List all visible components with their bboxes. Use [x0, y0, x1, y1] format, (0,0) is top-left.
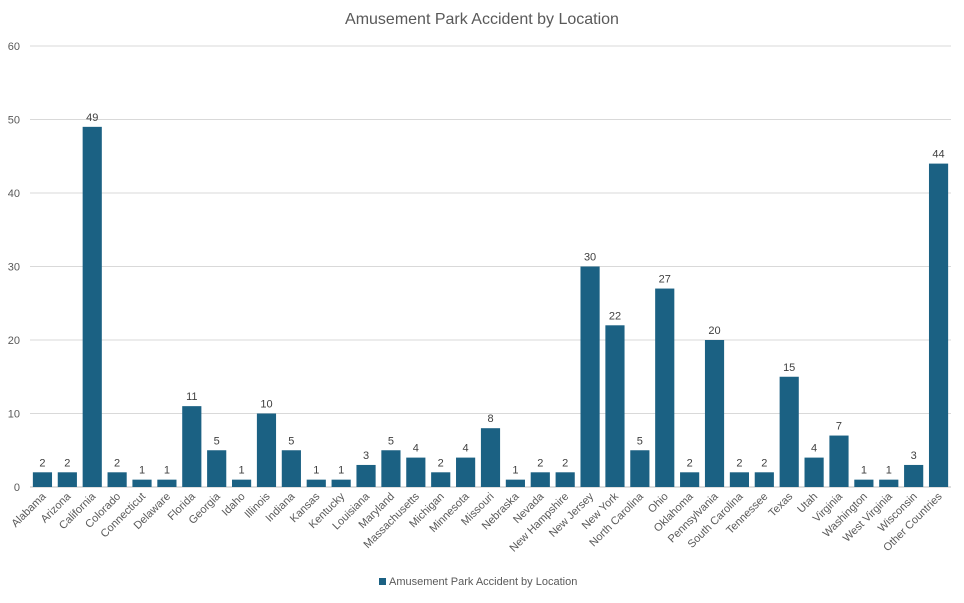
bar: [182, 406, 202, 487]
bar: [207, 450, 227, 487]
bar: [804, 457, 824, 487]
data-label: 2: [687, 457, 693, 469]
bar: [505, 479, 525, 487]
data-label: 1: [313, 465, 319, 477]
bar: [555, 472, 575, 487]
data-label: 1: [886, 465, 892, 477]
bar: [231, 479, 252, 487]
bar: [480, 428, 501, 487]
data-label: 11: [186, 391, 197, 403]
bar: [605, 325, 625, 487]
data-label: 2: [64, 457, 70, 469]
data-label: 2: [761, 457, 767, 469]
x-tick-label: Texas: [767, 490, 796, 519]
bar: [680, 472, 700, 487]
data-label: 22: [609, 310, 621, 322]
bar: [406, 457, 426, 487]
bar: [655, 288, 675, 487]
data-label: 2: [438, 457, 444, 469]
bar: [754, 472, 774, 487]
x-axis-ticks: AlabamaArizonaCaliforniaColoradoConnecti…: [9, 490, 945, 554]
data-label: 44: [932, 149, 944, 161]
data-label: 7: [836, 421, 842, 433]
data-label: 4: [811, 443, 817, 455]
y-tick-label: 10: [8, 409, 20, 421]
data-label: 1: [512, 465, 518, 477]
data-label: 5: [288, 435, 294, 447]
data-label: 4: [463, 443, 469, 455]
data-label: 3: [911, 450, 917, 462]
y-tick-label: 0: [14, 482, 20, 494]
bar: [281, 450, 301, 487]
bar: [256, 413, 277, 487]
data-label: 8: [487, 413, 493, 425]
data-label: 3: [363, 450, 369, 462]
bar: [356, 464, 376, 487]
bar: [431, 472, 451, 487]
data-label: 5: [214, 435, 220, 447]
bar: [729, 472, 750, 487]
data-label: 2: [114, 457, 120, 469]
bar: [530, 472, 550, 487]
bar: [456, 457, 476, 487]
bar: [904, 464, 924, 487]
data-label: 5: [637, 435, 643, 447]
data-label: 20: [708, 325, 720, 337]
data-label: 4: [413, 443, 419, 455]
bars: [32, 126, 949, 487]
data-label: 10: [260, 399, 272, 411]
x-tick-label: Alabama: [9, 490, 49, 530]
data-label: 5: [388, 435, 394, 447]
bar: [704, 340, 725, 487]
bar: [630, 450, 650, 487]
bar: [779, 376, 799, 487]
data-label: 15: [783, 362, 795, 374]
data-label: 1: [338, 465, 344, 477]
bar: [381, 450, 401, 487]
chart-title: Amusement Park Accident by Location: [345, 11, 619, 28]
data-label: 27: [659, 274, 671, 286]
bar: [854, 479, 874, 487]
bar: [829, 435, 849, 487]
data-label: 2: [562, 457, 568, 469]
legend: Amusement Park Accident by Location: [379, 576, 577, 588]
data-label: 2: [39, 457, 45, 469]
y-tick-label: 50: [8, 115, 20, 127]
bar: [157, 479, 177, 487]
data-label: 2: [736, 457, 742, 469]
legend-swatch: [379, 578, 386, 585]
bar: [928, 163, 949, 487]
bar: [132, 479, 152, 487]
bar: [82, 126, 102, 487]
y-tick-label: 60: [8, 41, 20, 53]
data-label: 1: [861, 465, 867, 477]
data-label: 1: [139, 465, 145, 477]
data-label: 49: [86, 112, 98, 124]
data-label: 30: [584, 252, 596, 264]
bar: [57, 472, 77, 487]
y-tick-label: 40: [8, 188, 20, 200]
bar: [32, 472, 53, 487]
bar: [331, 479, 351, 487]
y-axis-ticks: 0 10 20 30 40 50 60: [8, 41, 20, 494]
bar: [879, 479, 899, 487]
bar: [107, 472, 127, 487]
data-label: 1: [164, 465, 170, 477]
bar: [306, 479, 326, 487]
legend-label: Amusement Park Accident by Location: [389, 576, 577, 588]
y-tick-label: 30: [8, 262, 20, 274]
data-label: 1: [239, 465, 245, 477]
data-label: 2: [537, 457, 543, 469]
y-tick-label: 20: [8, 335, 20, 347]
bar: [580, 266, 600, 487]
